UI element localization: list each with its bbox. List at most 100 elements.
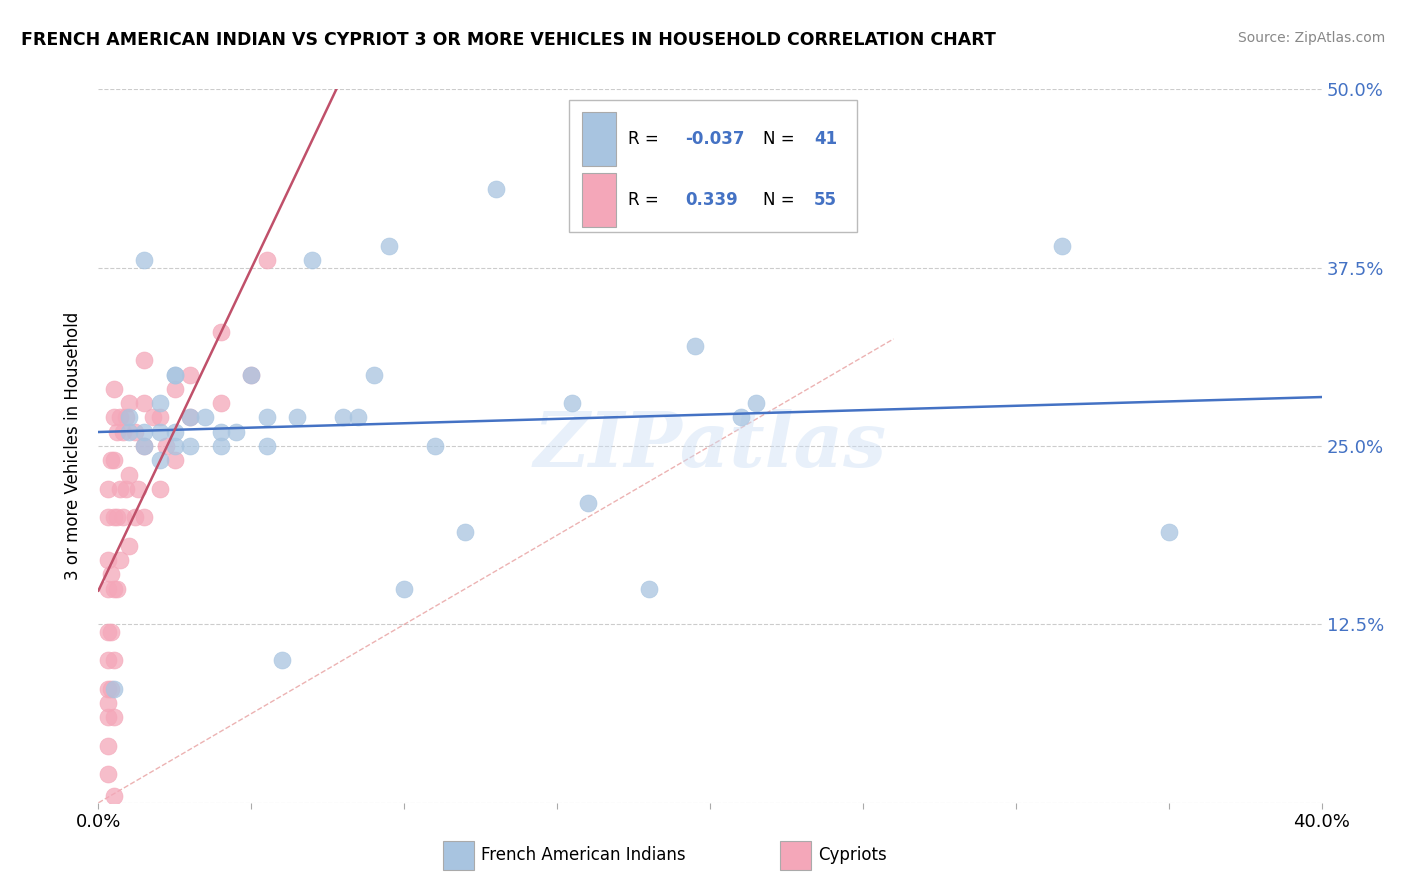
Text: N =: N = bbox=[762, 191, 800, 209]
Point bbox=[108, 410, 131, 425]
Point bbox=[105, 582, 128, 596]
Point bbox=[97, 553, 120, 567]
Point bbox=[163, 439, 186, 453]
Point bbox=[270, 653, 292, 667]
Point bbox=[118, 425, 141, 439]
Point bbox=[256, 410, 278, 425]
Text: 0.339: 0.339 bbox=[686, 191, 738, 209]
Text: 55: 55 bbox=[814, 191, 837, 209]
Point bbox=[97, 681, 120, 696]
Point bbox=[163, 368, 186, 382]
Point bbox=[134, 510, 156, 524]
Point bbox=[209, 439, 232, 453]
FancyBboxPatch shape bbox=[569, 100, 856, 232]
Point bbox=[155, 439, 177, 453]
Point bbox=[149, 453, 172, 467]
Point bbox=[108, 482, 131, 496]
Point bbox=[97, 739, 120, 753]
Point bbox=[111, 425, 134, 439]
Text: 41: 41 bbox=[814, 130, 837, 148]
Point bbox=[163, 382, 186, 396]
Point bbox=[115, 410, 138, 425]
Point bbox=[97, 510, 120, 524]
Point bbox=[134, 425, 156, 439]
Point bbox=[105, 425, 128, 439]
Point bbox=[124, 425, 146, 439]
Point bbox=[209, 325, 232, 339]
Point bbox=[97, 582, 120, 596]
Point bbox=[103, 510, 125, 524]
Point bbox=[179, 410, 201, 425]
Point bbox=[576, 496, 599, 510]
Point bbox=[363, 368, 385, 382]
FancyBboxPatch shape bbox=[582, 173, 616, 227]
Point bbox=[97, 767, 120, 781]
Point bbox=[240, 368, 263, 382]
Point bbox=[97, 710, 120, 724]
FancyBboxPatch shape bbox=[582, 112, 616, 166]
Text: Cypriots: Cypriots bbox=[818, 847, 887, 864]
Point bbox=[149, 396, 172, 410]
Point bbox=[149, 482, 172, 496]
Point bbox=[179, 368, 201, 382]
Point bbox=[103, 382, 125, 396]
Point bbox=[194, 410, 217, 425]
Point bbox=[105, 510, 128, 524]
Point bbox=[100, 624, 122, 639]
Text: ZIPatlas: ZIPatlas bbox=[533, 409, 887, 483]
Point bbox=[97, 696, 120, 710]
Text: French American Indians: French American Indians bbox=[481, 847, 686, 864]
Point bbox=[179, 439, 201, 453]
Point bbox=[378, 239, 401, 253]
Point bbox=[347, 410, 370, 425]
Point bbox=[149, 410, 172, 425]
Point bbox=[100, 567, 122, 582]
Point bbox=[103, 681, 125, 696]
Text: R =: R = bbox=[628, 191, 664, 209]
Point bbox=[134, 353, 156, 368]
Point bbox=[423, 439, 446, 453]
Point bbox=[100, 681, 122, 696]
Point bbox=[1050, 239, 1073, 253]
Point bbox=[561, 396, 583, 410]
Point bbox=[209, 425, 232, 439]
Point bbox=[127, 482, 149, 496]
Point bbox=[392, 582, 416, 596]
Point bbox=[115, 482, 138, 496]
Point bbox=[100, 453, 122, 467]
Point bbox=[97, 482, 120, 496]
Point bbox=[332, 410, 354, 425]
Point bbox=[103, 582, 125, 596]
Point bbox=[163, 368, 186, 382]
Point bbox=[454, 524, 477, 539]
Point bbox=[103, 410, 125, 425]
Point bbox=[745, 396, 768, 410]
Point bbox=[142, 410, 165, 425]
Point bbox=[285, 410, 308, 425]
Point bbox=[124, 510, 146, 524]
Point bbox=[256, 253, 278, 268]
Point bbox=[111, 510, 134, 524]
Point bbox=[103, 653, 125, 667]
Point bbox=[118, 410, 141, 425]
Point bbox=[118, 396, 141, 410]
Point bbox=[97, 624, 120, 639]
Point bbox=[134, 439, 156, 453]
Point bbox=[225, 425, 247, 439]
Text: -0.037: -0.037 bbox=[686, 130, 745, 148]
Point bbox=[637, 582, 661, 596]
Point bbox=[108, 553, 131, 567]
Y-axis label: 3 or more Vehicles in Household: 3 or more Vehicles in Household bbox=[65, 312, 83, 580]
Text: Source: ZipAtlas.com: Source: ZipAtlas.com bbox=[1237, 31, 1385, 45]
Point bbox=[134, 253, 156, 268]
Text: N =: N = bbox=[762, 130, 800, 148]
Point bbox=[683, 339, 706, 353]
Point bbox=[118, 467, 141, 482]
Point bbox=[485, 182, 508, 196]
Point bbox=[179, 410, 201, 425]
Point bbox=[103, 453, 125, 467]
Point bbox=[1157, 524, 1180, 539]
Point bbox=[256, 439, 278, 453]
Point bbox=[103, 710, 125, 724]
Point bbox=[134, 439, 156, 453]
